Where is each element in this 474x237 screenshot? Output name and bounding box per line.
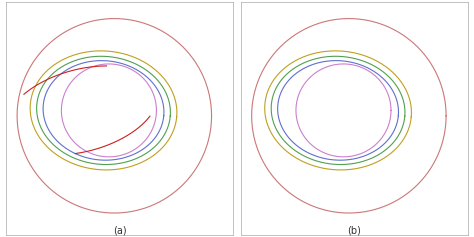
Text: (a): (a) xyxy=(113,226,127,236)
Text: (b): (b) xyxy=(347,226,361,236)
